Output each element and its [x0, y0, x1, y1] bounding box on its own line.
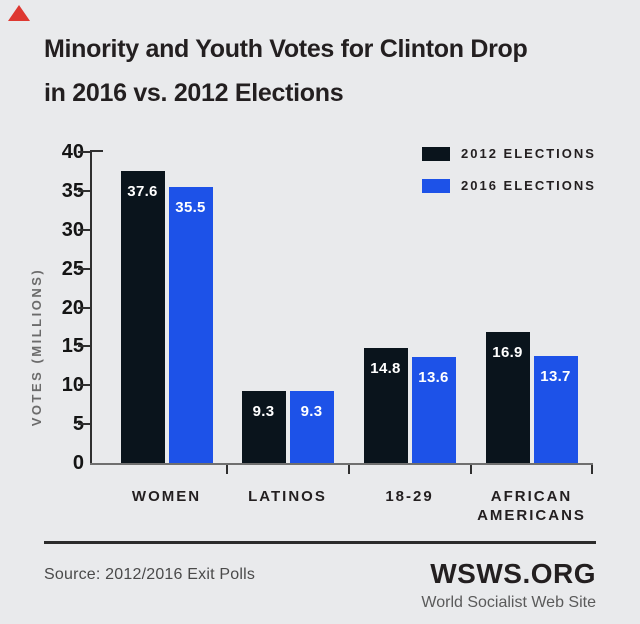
- legend-swatch-2016: [422, 178, 450, 193]
- y-tick-label: 10: [61, 374, 84, 397]
- legend-swatch-2012: [422, 146, 450, 161]
- bar-2016-women: 35.5: [168, 186, 213, 463]
- bar-value-label: 14.8: [370, 359, 401, 377]
- bar-2016-african-americans: 13.7: [533, 356, 578, 463]
- y-tick-mark: [78, 306, 90, 309]
- bar-value-label: 9.3: [252, 402, 275, 420]
- legend-label-2016: 2016 ELECTIONS: [461, 178, 596, 193]
- source-note: Source: 2012/2016 Exit Polls: [44, 566, 256, 583]
- category-label-18-29: 18-29: [385, 488, 434, 505]
- y-tick-label: 15: [61, 335, 84, 358]
- bar-value-label: 13.6: [418, 369, 449, 387]
- footer-divider: [44, 541, 596, 544]
- brand-tagline: World Socialist Web Site: [421, 594, 596, 611]
- x-tick-mark: [469, 465, 472, 474]
- red-triangle-icon: [8, 5, 30, 21]
- y-tick-mark: [78, 423, 90, 426]
- x-tick-mark: [591, 465, 593, 474]
- chart-title: Minority and Youth Votes for Clinton Dro…: [44, 27, 619, 115]
- chart-legend: 2012 ELECTIONS 2016 ELECTIONS: [422, 146, 596, 210]
- bar-2016-18-29: 13.6: [411, 357, 456, 463]
- y-tick-mark: [78, 151, 90, 153]
- y-tick-mark: [78, 189, 90, 192]
- chart-title-line1: Minority and Youth Votes for Clinton Dro…: [44, 35, 528, 63]
- y-tick-label: 40: [61, 141, 84, 163]
- y-tick-label: 20: [61, 296, 84, 319]
- y-tick-label: 25: [61, 257, 84, 280]
- bar-2012-african-americans: 16.9: [485, 331, 530, 463]
- bar-value-label: 35.5: [175, 198, 206, 216]
- bar-value-label: 13.7: [540, 368, 571, 386]
- y-tick-label: 30: [61, 218, 84, 241]
- bar-2012-latinos: 9.3: [241, 390, 286, 463]
- category-label-latinos: LATINOS: [248, 488, 327, 505]
- y-tick-mark: [78, 228, 90, 231]
- legend-label-2012: 2012 ELECTIONS: [461, 146, 596, 161]
- y-tick-mark: [78, 267, 90, 270]
- brand-wordmark: WSWS.ORG: [430, 558, 596, 589]
- y-axis-top-cap: [92, 150, 103, 152]
- x-axis-line: [90, 463, 593, 465]
- brand-block: WSWS.ORG World Socialist Web Site: [421, 558, 596, 612]
- x-tick-mark: [226, 465, 228, 474]
- bar-2016-latinos: 9.3: [289, 390, 334, 463]
- category-label-african-americans: AFRICAN AMERICANS: [477, 488, 586, 524]
- y-tick-label: 35: [61, 179, 84, 202]
- category-label-women: WOMEN: [131, 488, 202, 505]
- chart-title-line2: in 2016 vs. 2012 Elections: [44, 79, 344, 107]
- bar-value-label: 16.9: [492, 343, 523, 361]
- bar-2012-women: 37.6: [120, 170, 165, 463]
- bar-value-label: 37.6: [127, 182, 158, 200]
- y-axis-line: [90, 150, 92, 463]
- y-tick-mark: [78, 345, 90, 348]
- y-tick-label: 0: [72, 452, 84, 474]
- legend-item-2016: 2016 ELECTIONS: [422, 178, 596, 193]
- y-tick-mark: [78, 384, 90, 387]
- legend-item-2012: 2012 ELECTIONS: [422, 146, 596, 161]
- bar-value-label: 9.3: [300, 402, 323, 420]
- bar-2012-18-29: 14.8: [363, 347, 408, 463]
- x-tick-mark: [347, 465, 350, 474]
